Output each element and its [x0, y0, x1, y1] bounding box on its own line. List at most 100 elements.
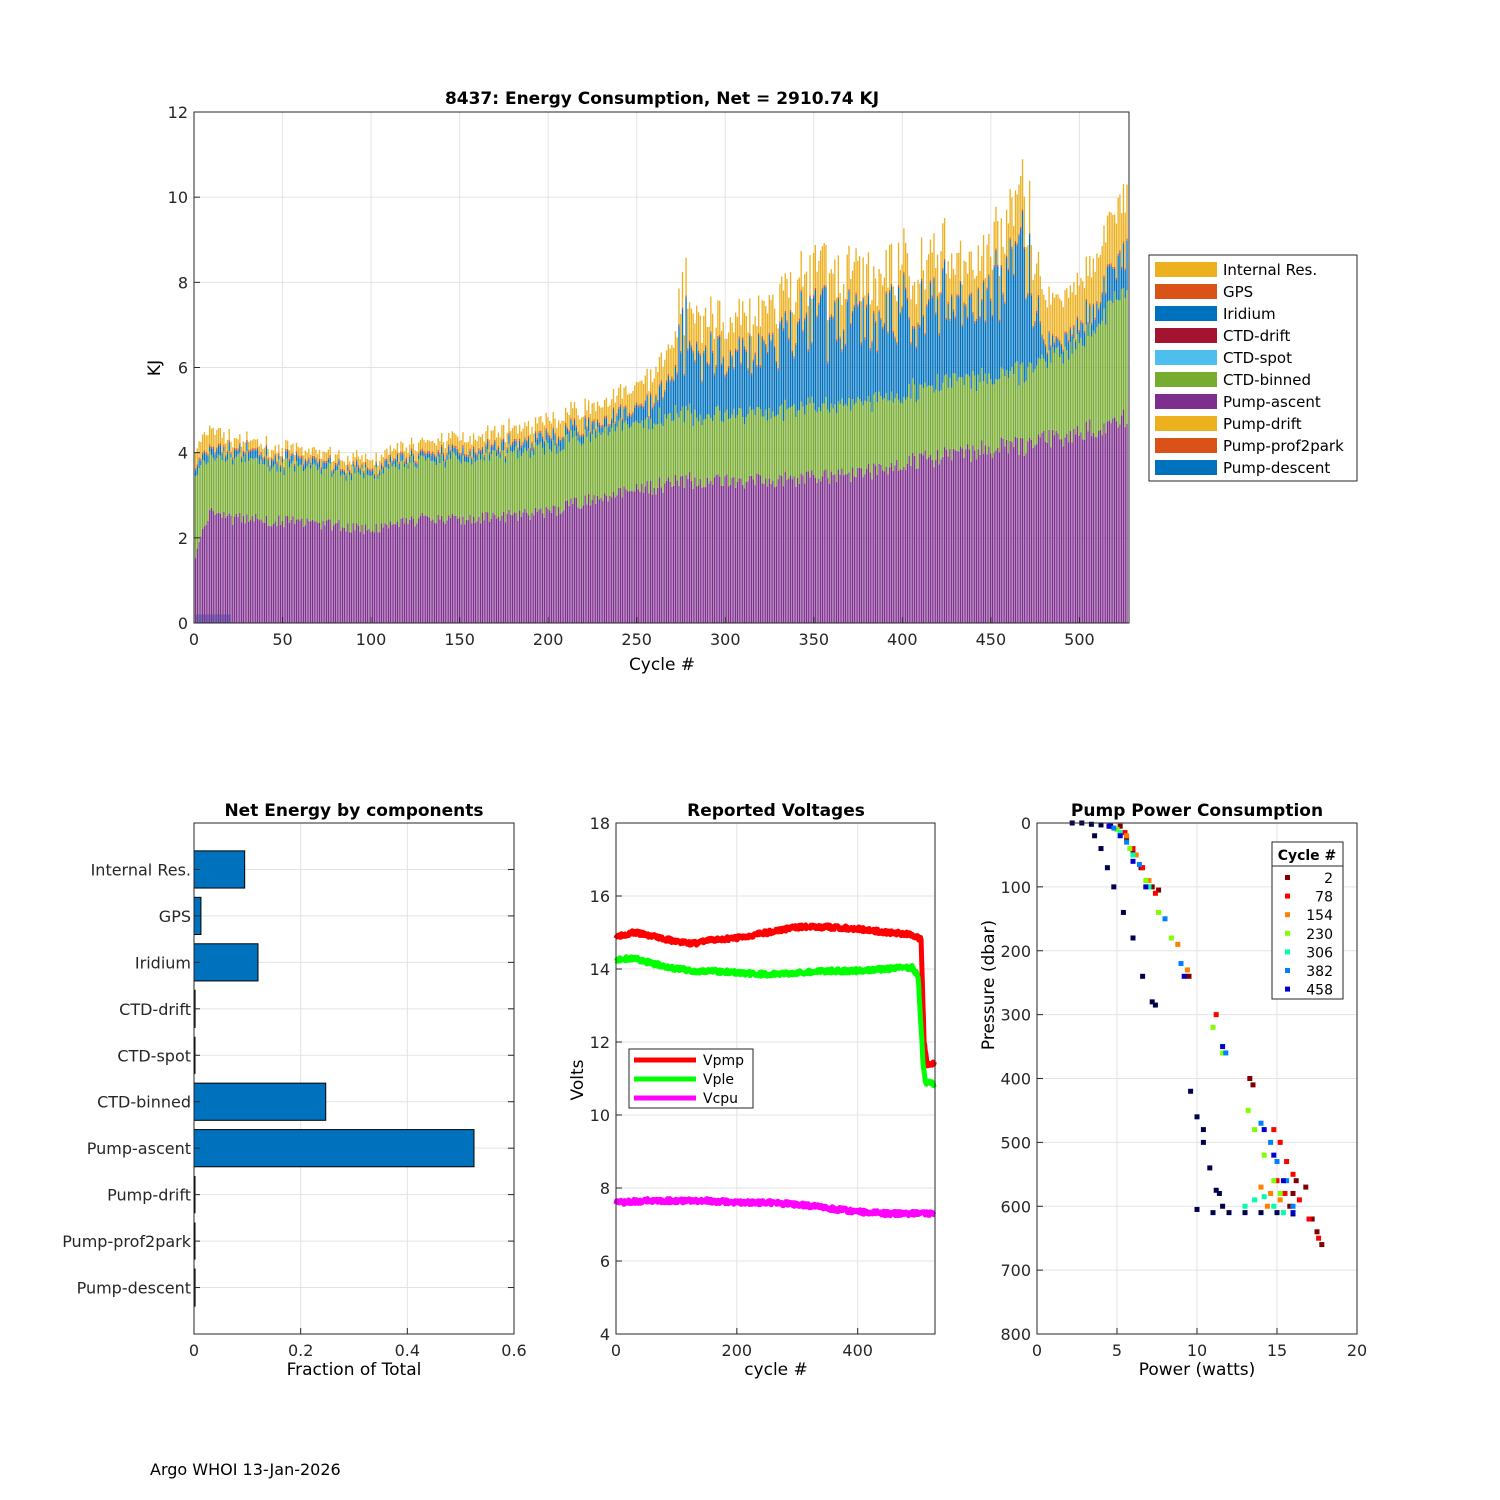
top-bar-segment [471, 456, 473, 459]
top-bar-segment [977, 374, 979, 450]
top-bar-segment [511, 428, 514, 442]
top-bar-segment [660, 423, 662, 488]
top-bar-segment [285, 458, 287, 517]
top-cycle-stack [503, 425, 505, 623]
top-bar-segment [759, 365, 762, 368]
top-bar-segment [1043, 358, 1045, 431]
top-bar-segment [710, 417, 712, 481]
top-bar-segment [219, 513, 222, 623]
top-bar-segment [915, 348, 917, 402]
br-point [1271, 1127, 1277, 1133]
top-bar-segment [724, 374, 726, 377]
top-bar-segment [563, 449, 565, 511]
top-legend-swatch [1155, 438, 1217, 453]
top-cycle-stack [533, 433, 535, 623]
top-cycle-stack [1066, 288, 1068, 623]
top-bar-segment [782, 421, 785, 487]
top-bar-segment [375, 523, 377, 623]
top-bar-segment [216, 447, 218, 450]
top-bar-segment [425, 515, 427, 623]
top-bar-segment [363, 461, 365, 471]
top-bar-segment [453, 515, 455, 623]
top-bar-segment [394, 467, 397, 525]
top-bar-segment [991, 384, 994, 459]
top-bar-segment [1112, 268, 1114, 304]
top-bar-segment [203, 526, 206, 623]
top-bar-segment [363, 472, 365, 479]
top-cycle-stack [1099, 254, 1102, 623]
top-cycle-stack [750, 336, 753, 623]
top-bar-segment [441, 454, 443, 516]
top-bar-segment [991, 314, 994, 317]
top-bar-segment [1018, 233, 1020, 236]
top-bar-segment [706, 477, 708, 623]
top-bar-segment [883, 322, 886, 325]
top-bar-segment [285, 439, 287, 449]
top-cycle-stack [386, 448, 388, 623]
top-bar-segment [926, 459, 928, 623]
top-bar-segment [1089, 323, 1091, 420]
top-legend-label: Pump-ascent [1223, 393, 1321, 411]
top-bar-segment [696, 305, 698, 342]
top-cycle-stack [660, 352, 662, 623]
bm-xlabel: cycle # [744, 1360, 808, 1380]
top-bar-segment [430, 453, 432, 456]
top-bar-segment [843, 283, 845, 329]
top-bar-segment [409, 456, 411, 463]
top-bar-segment [704, 307, 707, 346]
top-bar-segment [1028, 180, 1031, 233]
top-bar-segment [612, 422, 615, 492]
br-point [1277, 1139, 1283, 1145]
top-cycle-stack [357, 456, 360, 623]
top-cycle-stack [552, 412, 554, 623]
top-bar-segment [479, 450, 482, 453]
top-bar-segment [887, 331, 889, 334]
top-bar-segment [1080, 322, 1082, 338]
top-bar-segment [802, 331, 804, 407]
top-bar-segment [589, 414, 592, 432]
top-bar-segment [233, 447, 236, 450]
top-bar-segment [804, 274, 806, 319]
top-bar-segment [1030, 293, 1033, 296]
br-ytick-label: 100 [1000, 878, 1031, 897]
top-bar-segment [818, 478, 820, 623]
top-bar-segment [1021, 362, 1024, 439]
top-bar-segment [485, 452, 487, 512]
top-bar-segment [324, 451, 326, 461]
top-bar-segment [924, 382, 926, 451]
top-bar-segment [841, 351, 843, 399]
top-bar-segment [1025, 453, 1027, 623]
top-cycle-stack [1119, 194, 1121, 623]
top-bar-segment [671, 378, 673, 422]
top-bar-segment [928, 301, 930, 386]
top-bar-segment [683, 487, 685, 623]
top-cycle-stack [827, 320, 829, 623]
top-bar-segment [536, 439, 538, 446]
top-bar-segment [729, 351, 732, 419]
top-bar-segment [784, 471, 786, 623]
top-bar-segment [394, 460, 397, 468]
top-bar-segment [476, 460, 478, 522]
top-bar-segment [639, 403, 641, 406]
top-cycle-stack [366, 459, 368, 623]
top-bar-segment [1106, 215, 1109, 265]
bm-line-vpmp [613, 922, 937, 1069]
top-bar-segment [998, 319, 1001, 322]
br-legend-label: 306 [1306, 945, 1333, 961]
top-bar-segment [302, 471, 305, 527]
top-bar-segment [209, 446, 211, 452]
top-bar-segment [653, 423, 655, 488]
top-bar-segment [258, 454, 260, 457]
top-bar-segment [635, 381, 638, 403]
top-cycle-stack [572, 408, 574, 623]
br-ytick-label: 700 [1000, 1261, 1031, 1280]
top-bar-segment [966, 316, 969, 319]
top-bar-segment [1110, 300, 1112, 424]
top-bar-segment [823, 470, 825, 623]
top-bar-segment [887, 333, 889, 401]
top-bar-segment [1083, 332, 1086, 347]
top-bar-segment [317, 454, 319, 463]
top-bar-segment [272, 459, 275, 462]
top-bar-segment [850, 410, 852, 482]
top-bar-segment [853, 306, 855, 405]
